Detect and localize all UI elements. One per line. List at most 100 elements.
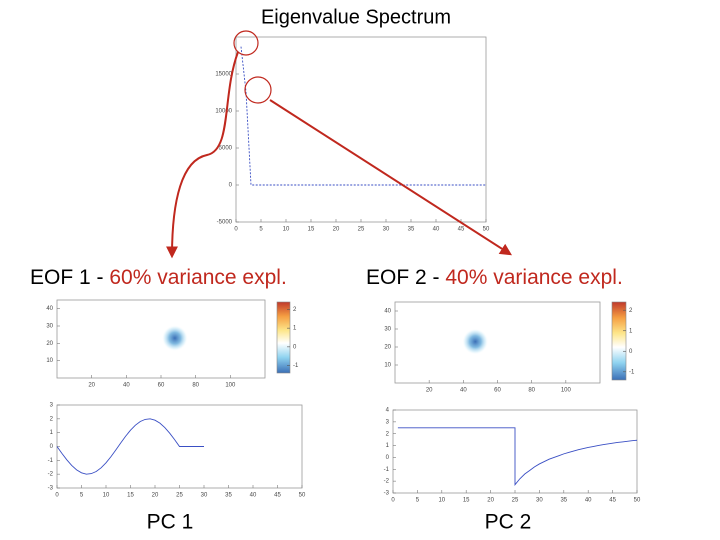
eof1-variance: 60% variance expl. — [109, 266, 286, 289]
x-tick-label: 35 — [408, 227, 415, 233]
y-tick-label: -1 — [384, 467, 390, 473]
highlight-circle — [233, 30, 259, 56]
y-tick-label: 30 — [46, 324, 53, 330]
eof1-title: EOF 1 - 60% variance expl. — [30, 266, 287, 289]
y-tick-label: -1 — [48, 458, 54, 464]
x-tick-label: 0 — [391, 498, 395, 504]
y-tick-label: 40 — [384, 309, 391, 315]
colorbar-tick-label: 2 — [293, 307, 297, 313]
y-tick-label: -2 — [384, 479, 390, 485]
x-tick-label: 50 — [634, 498, 641, 504]
plot-frame — [56, 299, 266, 379]
eof2-variance: 40% variance expl. — [445, 266, 622, 289]
x-tick-label: 30 — [536, 498, 543, 504]
pc2-caption: PC 2 — [485, 511, 532, 534]
y-tick-label: 20 — [46, 341, 53, 347]
y-tick-label: 0 — [50, 444, 54, 450]
y-tick-label: 1 — [386, 443, 390, 449]
x-tick-label: 45 — [609, 498, 616, 504]
x-tick-label: 5 — [416, 498, 420, 504]
x-tick-label: 15 — [127, 493, 134, 499]
x-tick-label: 25 — [358, 227, 365, 233]
y-tick-label: 30 — [384, 327, 391, 333]
highlight-circle — [244, 76, 272, 104]
x-tick-label: 0 — [234, 227, 238, 233]
y-tick-label: 10000 — [215, 109, 232, 115]
y-tick-label: 3 — [50, 403, 54, 409]
x-tick-label: 20 — [88, 383, 95, 389]
y-tick-label: 1 — [50, 430, 54, 436]
x-tick-label: 10 — [103, 493, 110, 499]
plot-frame — [235, 36, 487, 223]
x-tick-label: 45 — [458, 227, 465, 233]
y-tick-label: 0 — [229, 183, 233, 189]
y-tick-label: 15000 — [215, 72, 232, 78]
y-tick-label: 20 — [384, 345, 391, 351]
x-tick-label: 20 — [333, 227, 340, 233]
x-tick-label: 20 — [426, 388, 433, 394]
x-tick-label: 100 — [225, 383, 236, 389]
arrow — [166, 51, 239, 259]
eof2-title: EOF 2 - 40% variance expl. — [366, 266, 623, 289]
pc1-caption: PC 1 — [147, 511, 194, 534]
x-tick-label: 100 — [561, 388, 572, 394]
colorbar-tick-label: -1 — [629, 369, 635, 375]
x-tick-label: 25 — [176, 493, 183, 499]
y-tick-label: 2 — [50, 416, 54, 422]
y-tick-label: 3 — [386, 419, 390, 425]
x-tick-label: 45 — [274, 493, 281, 499]
y-tick-label: 40 — [46, 306, 53, 312]
x-tick-label: 30 — [383, 227, 390, 233]
x-tick-label: 50 — [483, 227, 490, 233]
x-tick-label: 30 — [201, 493, 208, 499]
colorbar-tick-label: 0 — [629, 349, 633, 355]
x-tick-label: 20 — [487, 498, 494, 504]
x-tick-label: 40 — [585, 498, 592, 504]
data-line — [56, 418, 204, 475]
colorbar-tick-label: -1 — [293, 363, 299, 369]
main-title: Eigenvalue Spectrum — [261, 6, 451, 28]
arrow — [269, 99, 513, 256]
y-tick-label: -2 — [48, 472, 54, 478]
x-tick-label: 25 — [512, 498, 519, 504]
colorbar-tick-label: 1 — [293, 326, 297, 332]
eof-peak — [161, 325, 188, 352]
data-line — [240, 46, 486, 186]
x-tick-label: 10 — [438, 498, 445, 504]
x-tick-label: 5 — [259, 227, 263, 233]
y-tick-label: 10 — [46, 358, 53, 364]
y-tick-label: 10 — [384, 363, 391, 369]
colorbar — [276, 301, 291, 374]
x-tick-label: 20 — [152, 493, 159, 499]
eof1-title-text: EOF 1 - — [30, 266, 109, 289]
y-tick-label: 2 — [386, 431, 390, 437]
colorbar-tick-label: 2 — [629, 308, 633, 314]
x-tick-label: 5 — [80, 493, 84, 499]
x-tick-label: 35 — [225, 493, 232, 499]
y-tick-label: 5000 — [219, 146, 233, 152]
x-tick-label: 40 — [123, 383, 130, 389]
colorbar-tick-label: 1 — [629, 328, 633, 334]
colorbar — [611, 301, 627, 381]
eof2-title-text: EOF 2 - — [366, 266, 445, 289]
x-tick-label: 40 — [433, 227, 440, 233]
y-tick-label: -5000 — [217, 220, 233, 226]
y-tick-label: -3 — [48, 486, 54, 492]
eof-peak — [462, 328, 489, 355]
annotations — [166, 30, 513, 259]
x-tick-label: 40 — [250, 493, 257, 499]
x-tick-label: 0 — [55, 493, 59, 499]
x-tick-label: 40 — [460, 388, 467, 394]
y-tick-label: -3 — [384, 491, 390, 497]
x-tick-label: 60 — [494, 388, 501, 394]
y-tick-label: 0 — [386, 455, 390, 461]
data-line — [397, 427, 638, 486]
y-tick-label: 4 — [386, 408, 390, 414]
x-tick-label: 60 — [158, 383, 165, 389]
x-tick-label: 35 — [560, 498, 567, 504]
x-tick-label: 80 — [192, 383, 199, 389]
x-tick-label: 80 — [528, 388, 535, 394]
x-tick-label: 10 — [283, 227, 290, 233]
